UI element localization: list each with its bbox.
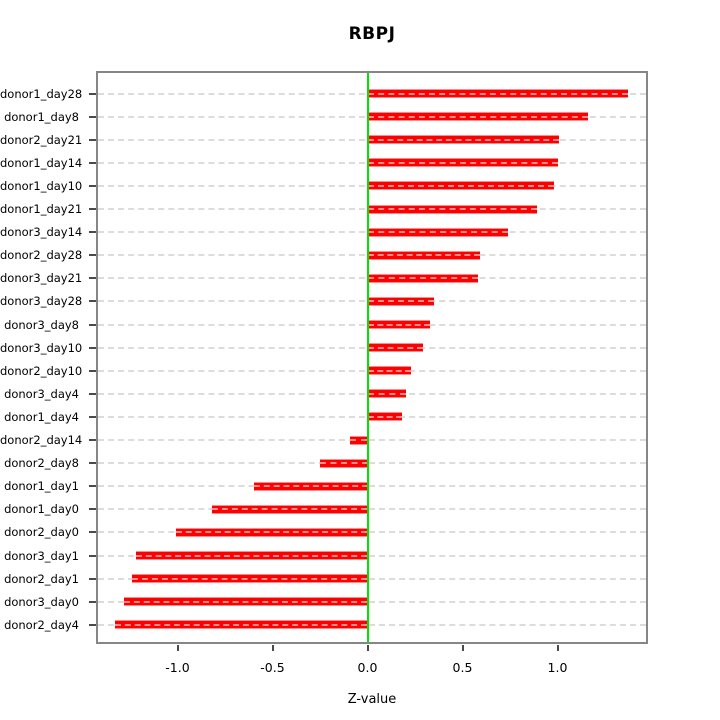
x-axis-tick	[366, 645, 369, 651]
y-axis-tick	[89, 92, 96, 95]
y-axis-tick	[89, 231, 96, 234]
grid-line	[98, 485, 646, 488]
y-axis-label: donor2_day21	[0, 132, 83, 147]
plot-area	[96, 71, 648, 644]
y-axis-tick	[89, 138, 96, 141]
plot-inner	[98, 73, 646, 642]
y-axis-tick	[89, 184, 96, 187]
x-axis-tick	[556, 645, 559, 651]
grid-line	[98, 623, 646, 626]
y-axis-label: donor1_day1	[4, 479, 79, 494]
bar-donor2_day1	[131, 574, 368, 584]
y-axis-label: donor3_day10	[0, 340, 83, 355]
bar-donor2_day21	[367, 135, 560, 145]
x-axis-tick-label: -1.0	[165, 660, 190, 675]
bar-donor2_day14	[350, 435, 368, 445]
bar-donor3_day0	[124, 597, 368, 607]
y-axis-tick	[89, 623, 96, 626]
bar-donor3_day4	[367, 389, 406, 399]
x-axis-tick-label: 0.5	[452, 660, 473, 675]
y-axis-tick	[89, 439, 96, 442]
x-axis-title: Z-value	[347, 692, 397, 707]
y-axis-label: donor3_day28	[0, 294, 83, 309]
y-axis-tick	[89, 323, 96, 326]
y-axis-tick	[89, 531, 96, 534]
bar-donor2_day0	[175, 527, 368, 537]
y-axis-label: donor2_day1	[4, 571, 79, 586]
y-axis-label: donor1_day8	[4, 109, 79, 124]
bar-donor3_day21	[367, 273, 478, 283]
y-axis-label: donor2_day8	[4, 456, 79, 471]
y-axis-label: donor3_day4	[4, 386, 79, 401]
grid-line	[98, 577, 646, 580]
bar-donor1_day8	[367, 112, 589, 122]
y-axis-tick	[89, 485, 96, 488]
y-axis-label: donor1_day21	[0, 202, 83, 217]
chart-title: RBPJ	[348, 24, 396, 44]
bar-donor1_day0	[211, 504, 368, 514]
y-axis-tick	[89, 300, 96, 303]
y-axis-tick	[89, 554, 96, 557]
y-axis-label: donor1_day4	[4, 409, 79, 424]
bar-donor1_day1	[253, 481, 368, 491]
y-axis-label: donor2_day4	[4, 617, 79, 632]
x-axis-tick	[176, 645, 179, 651]
bar-donor1_day4	[367, 412, 402, 422]
y-axis-tick	[89, 208, 96, 211]
zero-reference-line	[366, 73, 369, 642]
bar-donor2_day28	[367, 250, 480, 260]
y-axis-label: donor2_day10	[0, 363, 83, 378]
y-axis-label: donor3_day1	[4, 548, 79, 563]
bar-donor3_day10	[367, 343, 423, 353]
grid-line	[98, 531, 646, 534]
y-axis-tick	[89, 254, 96, 257]
y-axis-label: donor2_day28	[0, 248, 83, 263]
bar-donor3_day8	[367, 320, 431, 330]
y-axis-tick	[89, 508, 96, 511]
y-axis-tick	[89, 600, 96, 603]
bar-donor1_day14	[367, 158, 558, 168]
y-axis-tick	[89, 415, 96, 418]
x-axis-tick	[461, 645, 464, 651]
grid-line	[98, 554, 646, 557]
y-axis-tick	[89, 115, 96, 118]
x-axis-tick-label: 1.0	[547, 660, 568, 675]
grid-line	[98, 439, 646, 442]
x-axis-tick-label: 0.0	[357, 660, 378, 675]
bar-donor1_day28	[367, 89, 629, 99]
y-axis-label: donor1_day0	[4, 502, 79, 517]
y-axis-label: donor1_day14	[0, 155, 83, 170]
bar-donor2_day10	[367, 366, 412, 376]
x-axis-tick-label: -0.5	[260, 660, 285, 675]
y-axis-tick	[89, 161, 96, 164]
y-axis-label: donor3_day0	[4, 594, 79, 609]
y-axis-label: donor3_day21	[0, 271, 83, 286]
bar-donor1_day21	[367, 204, 537, 214]
x-axis-tick	[271, 645, 274, 651]
bar-donor3_day14	[367, 227, 509, 237]
grid-line	[98, 508, 646, 511]
y-axis-label: donor3_day14	[0, 225, 83, 240]
bar-donor3_day28	[367, 296, 434, 306]
bar-donor2_day8	[320, 458, 368, 468]
bar-donor2_day4	[114, 620, 368, 630]
y-axis-tick	[89, 346, 96, 349]
grid-line	[98, 462, 646, 465]
y-axis-label: donor1_day28	[0, 86, 83, 101]
y-axis-label: donor1_day10	[0, 178, 83, 193]
bar-donor1_day10	[367, 181, 554, 191]
y-axis-label: donor3_day8	[4, 317, 79, 332]
grid-line	[98, 600, 646, 603]
y-axis-label: donor2_day0	[4, 525, 79, 540]
y-axis-tick	[89, 462, 96, 465]
bar-donor3_day1	[135, 551, 368, 561]
y-axis-tick	[89, 277, 96, 280]
y-axis-label: donor2_day14	[0, 433, 83, 448]
y-axis-tick	[89, 369, 96, 372]
y-axis-tick	[89, 577, 96, 580]
y-axis-tick	[89, 392, 96, 395]
